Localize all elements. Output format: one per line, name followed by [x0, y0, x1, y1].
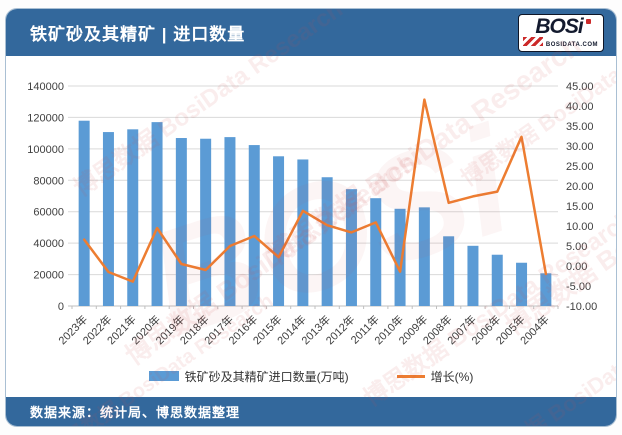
- right-axis-label: 10.00: [566, 221, 594, 233]
- right-axis-label: 30.00: [566, 141, 594, 153]
- left-axis-label: 100000: [27, 144, 64, 156]
- logo-stripes-icon: [523, 36, 543, 46]
- bar: [78, 120, 90, 306]
- right-axis-label: 0.00: [566, 261, 587, 273]
- footer-bar: 数据来源：统计局、博思数据整理: [6, 397, 616, 426]
- combo-chart: 0 20000 40000 60000 80000 100000 120000 140000 -…: [27, 81, 597, 347]
- right-axis-label: 45.00: [566, 81, 594, 93]
- left-axis-label: 80000: [33, 175, 64, 187]
- right-axis-label: 40.00: [566, 101, 594, 113]
- bar-series-label: 铁矿砂及其精矿进口数量(万吨): [184, 369, 349, 384]
- line-series-swatch: [396, 374, 425, 378]
- bar: [175, 138, 187, 306]
- bar: [102, 132, 114, 306]
- right-axis-label: 15.00: [566, 201, 594, 213]
- bar: [516, 262, 528, 306]
- bar: [151, 122, 163, 307]
- bar: [491, 254, 503, 306]
- logo-dot-icon: [586, 18, 591, 24]
- left-axis-label: 60000: [33, 207, 64, 219]
- bar: [224, 137, 236, 306]
- line-series-label: 增长(%): [430, 369, 474, 384]
- right-axis-label: 5.00: [566, 241, 587, 253]
- legend-item-line: 增长(%): [396, 368, 474, 385]
- chart-card: 铁矿砂及其精矿 | 进口数量 BOSi BOSIDATA.COM BOSi 0 2…: [5, 8, 617, 427]
- bar: [248, 145, 260, 306]
- right-axis-label: 35.00: [566, 121, 594, 133]
- bar: [127, 129, 139, 306]
- left-axis-label: 120000: [27, 112, 64, 124]
- growth-line: [82, 98, 548, 283]
- left-axis-label: 40000: [33, 238, 64, 250]
- bar: [273, 156, 285, 306]
- bar: [418, 207, 430, 306]
- left-axis-label: 20000: [33, 270, 64, 282]
- bar: [297, 159, 309, 306]
- page-title: 铁矿砂及其精矿 | 进口数量: [30, 25, 246, 44]
- chart-legend: 铁矿砂及其精矿进口数量(万吨) 增长(%): [6, 361, 616, 391]
- right-axis-label: 20.00: [566, 181, 594, 193]
- legend-item-bars: 铁矿砂及其精矿进口数量(万吨): [148, 368, 349, 385]
- left-axis-label: 0: [58, 301, 64, 313]
- bosi-logo: BOSi BOSIDATA.COM: [518, 13, 604, 52]
- right-axis-label: -5.00: [566, 281, 591, 293]
- bar: [540, 273, 552, 306]
- logo-subtext: BOSIDATA.COM: [545, 41, 598, 48]
- bar: [443, 236, 455, 306]
- bar: [394, 208, 406, 306]
- bar: [200, 138, 212, 306]
- bar: [370, 198, 382, 306]
- logo-text: BOSi: [535, 14, 583, 38]
- bar: [321, 177, 333, 306]
- data-source-text: 数据来源：统计局、博思数据整理: [30, 405, 241, 420]
- bar: [467, 245, 479, 306]
- bar: [345, 189, 357, 306]
- left-axis-label: 140000: [27, 81, 64, 93]
- right-axis-label: 25.00: [566, 161, 594, 173]
- right-axis-label: -10.00: [566, 301, 597, 313]
- header-bar: 铁矿砂及其精矿 | 进口数量 BOSi BOSIDATA.COM: [6, 9, 616, 56]
- chart-area: BOSi 02000040000600008000010000012000014…: [6, 56, 616, 397]
- bar-series-swatch: [148, 371, 179, 381]
